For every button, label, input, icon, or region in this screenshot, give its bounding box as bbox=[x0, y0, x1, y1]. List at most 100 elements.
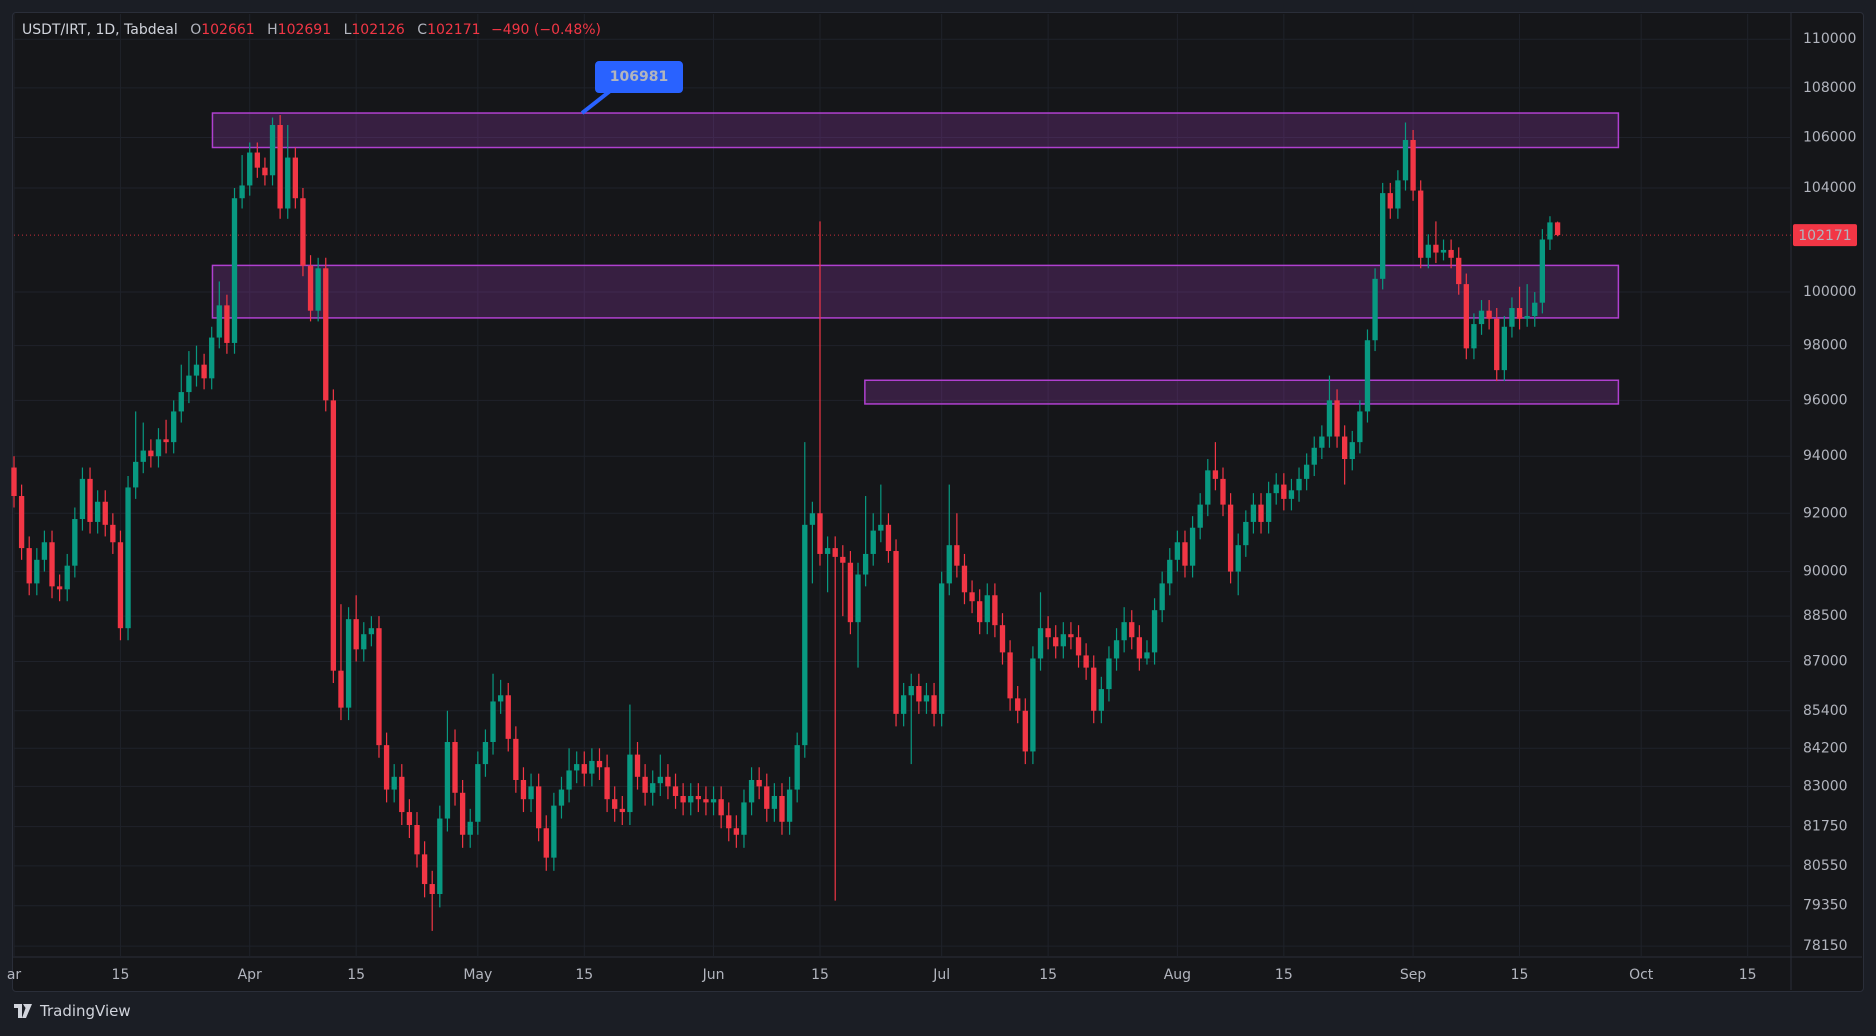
candle-body bbox=[840, 556, 846, 563]
y-tick-label: 104000 bbox=[1803, 180, 1856, 196]
candle-body bbox=[1205, 470, 1211, 505]
candle-body bbox=[809, 513, 816, 525]
candle-body bbox=[1539, 239, 1546, 303]
candle-body bbox=[566, 770, 572, 790]
candle-body bbox=[1265, 493, 1272, 522]
candle-body bbox=[794, 745, 800, 790]
candle-body bbox=[1380, 193, 1386, 279]
candle-body bbox=[885, 524, 892, 552]
candle-body bbox=[581, 764, 587, 774]
candle-body bbox=[277, 124, 283, 209]
candle-body bbox=[764, 786, 770, 809]
candle-body bbox=[900, 695, 907, 714]
y-tick-label: 87000 bbox=[1803, 654, 1848, 670]
candle-body bbox=[1288, 490, 1295, 499]
candle-body bbox=[756, 779, 762, 787]
x-tick-label: 15 bbox=[811, 967, 829, 983]
low-value: 102126 bbox=[351, 22, 405, 38]
candle-body bbox=[977, 601, 983, 623]
change: −490 (−0.48%) bbox=[490, 22, 601, 38]
candle-body bbox=[680, 795, 686, 803]
candle-body bbox=[262, 167, 268, 176]
candle-body bbox=[1273, 484, 1279, 494]
x-tick-label: 15 bbox=[1511, 967, 1529, 983]
candle-body bbox=[155, 439, 162, 457]
candle-body bbox=[216, 305, 222, 338]
candle-body bbox=[1554, 222, 1561, 236]
candle-body bbox=[1281, 484, 1287, 499]
open-letter: O bbox=[190, 22, 202, 38]
candle-body bbox=[596, 760, 603, 768]
candle-body bbox=[893, 551, 899, 714]
candle-body bbox=[490, 701, 496, 743]
candle-body bbox=[1159, 583, 1165, 611]
y-tick-label: 106000 bbox=[1803, 129, 1856, 145]
x-tick-label: 15 bbox=[1739, 967, 1757, 983]
candle-body bbox=[315, 268, 321, 311]
candle-body bbox=[657, 776, 663, 784]
candle-body bbox=[1471, 324, 1477, 349]
candle-body bbox=[1547, 222, 1553, 240]
candle-body bbox=[125, 487, 131, 629]
candle-body bbox=[847, 562, 854, 623]
zone bbox=[211, 112, 1620, 149]
close-value: 102171 bbox=[427, 22, 481, 38]
x-tick-label: 15 bbox=[575, 967, 593, 983]
chart-frame bbox=[12, 12, 1864, 992]
candle-body bbox=[1516, 308, 1523, 319]
y-tick-label: 108000 bbox=[1803, 80, 1856, 96]
candle-body bbox=[18, 496, 25, 549]
candle-body bbox=[1456, 257, 1462, 285]
y-tick-label: 110000 bbox=[1803, 31, 1856, 47]
candle-body bbox=[64, 565, 70, 590]
symbol: USDT/IRT, 1D, Tabdeal bbox=[22, 22, 178, 38]
candle-body bbox=[779, 795, 785, 822]
candle-body bbox=[665, 776, 671, 787]
candle-body bbox=[551, 805, 557, 858]
price-label: 102171 bbox=[1798, 228, 1851, 244]
y-tick-label: 83000 bbox=[1803, 778, 1848, 794]
candle-body bbox=[34, 559, 40, 584]
candle-body bbox=[999, 625, 1006, 653]
candle-body bbox=[1303, 464, 1310, 479]
footer: TradingView bbox=[14, 1002, 131, 1020]
candle-body bbox=[513, 738, 519, 780]
y-tick-label: 96000 bbox=[1803, 392, 1848, 408]
candle-body bbox=[1387, 193, 1393, 209]
candle-body bbox=[589, 760, 595, 774]
candle-body bbox=[923, 695, 930, 702]
candle-body bbox=[520, 779, 527, 800]
candle-body bbox=[535, 786, 542, 829]
candle-body bbox=[1098, 689, 1104, 711]
candle-body bbox=[467, 821, 473, 835]
candle-body bbox=[1106, 658, 1112, 690]
candle-body bbox=[132, 461, 139, 488]
candle-body bbox=[1053, 637, 1059, 647]
candle-body bbox=[961, 565, 968, 593]
candle-body bbox=[1478, 310, 1485, 325]
high-value: 102691 bbox=[277, 22, 332, 38]
candle-body bbox=[703, 799, 709, 803]
brand: TradingView bbox=[40, 1002, 131, 1020]
candle-body bbox=[383, 745, 390, 790]
candle-body bbox=[1372, 278, 1378, 341]
y-tick-label: 85400 bbox=[1803, 703, 1848, 719]
candle-body bbox=[1113, 640, 1120, 659]
candle-body bbox=[718, 799, 724, 816]
candle-body bbox=[1258, 504, 1264, 522]
candle-body bbox=[969, 592, 975, 602]
candle-body bbox=[171, 411, 177, 443]
candle-body bbox=[87, 478, 93, 522]
candle-body bbox=[391, 776, 397, 790]
high-letter: H bbox=[267, 22, 278, 38]
candle-body bbox=[688, 795, 694, 803]
candle-body bbox=[1311, 447, 1317, 465]
candle-body bbox=[695, 795, 702, 800]
candle-body bbox=[1243, 521, 1249, 546]
candle-body bbox=[870, 530, 876, 554]
candle-body bbox=[1083, 655, 1089, 668]
callout-box bbox=[595, 61, 684, 94]
x-tick-label: ar bbox=[7, 967, 22, 983]
candle-body bbox=[543, 828, 549, 858]
candle-body bbox=[642, 776, 648, 793]
